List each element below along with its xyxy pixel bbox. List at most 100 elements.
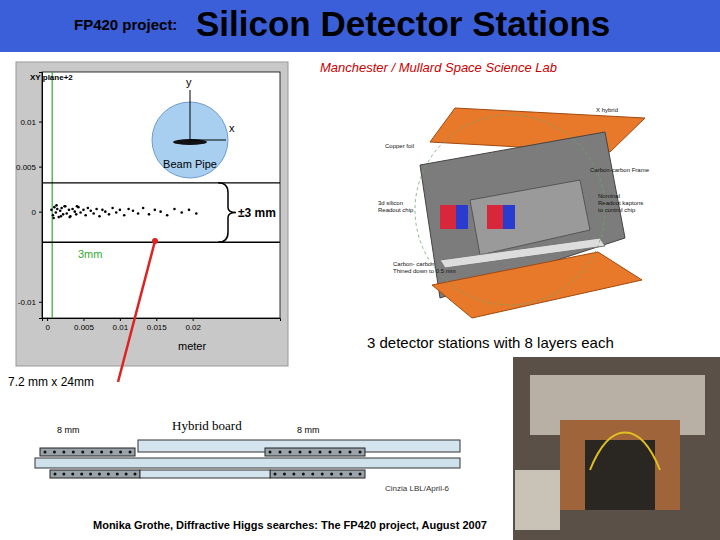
point	[132, 209, 135, 212]
point	[108, 213, 111, 216]
point	[53, 206, 56, 209]
point	[92, 212, 95, 215]
bond-dot	[71, 473, 74, 476]
point	[59, 209, 62, 212]
bond-dot	[62, 473, 65, 476]
x-tick: 0.02	[185, 318, 201, 332]
y-tick-mark	[39, 122, 42, 123]
point	[50, 209, 53, 212]
bond-dot	[289, 451, 292, 454]
point	[195, 212, 198, 215]
brace	[218, 183, 236, 242]
point	[159, 210, 162, 213]
point	[76, 205, 79, 208]
title: Silicon Detector Stations	[196, 4, 610, 43]
point	[56, 208, 59, 211]
pointer-dot	[152, 238, 158, 244]
point	[62, 213, 65, 216]
photo-bg	[513, 357, 720, 540]
photo-core	[585, 440, 655, 510]
bond-dot	[110, 451, 113, 454]
board-label: Hybrid board	[172, 418, 242, 433]
point	[55, 204, 58, 207]
detector-drawing: X hybridCopper foilCarbon-carbon FrameNo…	[378, 107, 650, 318]
beam-pipe-x-label: x	[229, 122, 235, 134]
y-axis-line	[39, 73, 43, 319]
bond-dot	[91, 451, 94, 454]
point	[64, 205, 67, 208]
base-board	[35, 458, 460, 468]
board-label: 8 mm	[57, 425, 80, 435]
point	[60, 207, 63, 210]
point	[87, 207, 90, 210]
point	[154, 209, 157, 212]
bond-dot	[359, 451, 362, 454]
bond-dot	[329, 451, 332, 454]
pointer-line	[118, 241, 155, 382]
y-tick-label: 0.005	[16, 163, 37, 172]
bond-dot	[274, 473, 277, 476]
copper-foil-bottom	[432, 252, 642, 318]
chart-title: XY plane+2	[30, 73, 73, 82]
bond-dot	[339, 451, 342, 454]
bond-dot	[116, 473, 119, 476]
photo-block	[515, 470, 560, 530]
photo-wire	[590, 433, 660, 471]
x-tick-mark	[47, 318, 48, 321]
y-tick: 0.005	[16, 163, 42, 172]
y-tick-label: 0	[32, 208, 37, 217]
bond-dot	[107, 473, 110, 476]
bond-dot	[125, 473, 128, 476]
bond-dot	[340, 473, 343, 476]
x-tick-mark	[120, 318, 121, 321]
detector-caption: 3 detector stations with 8 layers each	[367, 334, 614, 351]
point	[95, 208, 98, 211]
board-label: 8 mm	[297, 425, 320, 435]
point	[52, 214, 55, 217]
chip-blue	[456, 205, 468, 229]
horizontal-line	[42, 242, 280, 243]
horizontal-line	[42, 182, 280, 183]
plot-frame	[42, 72, 280, 318]
x-tick-label: 0.02	[185, 323, 201, 332]
beam-pipe-label: Beam Pipe	[163, 158, 217, 170]
bond-dot	[62, 451, 65, 454]
point	[79, 211, 82, 214]
point	[68, 216, 71, 219]
bond-dot	[349, 451, 352, 454]
bond-dot	[44, 451, 47, 454]
inset-panel	[16, 62, 288, 366]
y-tick-mark	[39, 212, 42, 213]
bond-dot	[54, 473, 57, 476]
bond-dot	[134, 473, 137, 476]
bond-dot	[311, 473, 314, 476]
bond-dot	[279, 451, 282, 454]
point	[63, 205, 66, 208]
photo	[513, 357, 720, 540]
x-tick-label: 0.015	[147, 323, 168, 332]
point	[71, 208, 74, 211]
detector-label: Carbon- carbon	[393, 261, 435, 267]
bond-dot	[283, 473, 286, 476]
point	[142, 207, 145, 210]
point	[89, 209, 92, 212]
x-tick: 0.015	[147, 318, 168, 332]
bond-dot	[302, 473, 305, 476]
bond-dot	[319, 451, 322, 454]
chip-red	[487, 205, 503, 229]
x-tick-mark	[193, 318, 194, 321]
chip-blue	[503, 205, 515, 229]
bond-dot	[81, 451, 84, 454]
footer: Monika Grothe, Diffractive Higgs searche…	[93, 519, 487, 531]
point	[173, 208, 176, 211]
point	[137, 212, 140, 215]
x-tick-label: 0	[45, 323, 50, 332]
bond-dot	[80, 473, 83, 476]
beam-pipe-x-axis	[190, 140, 226, 141]
point	[52, 217, 55, 220]
point	[98, 215, 101, 218]
point	[119, 209, 122, 212]
x-tick-mark	[156, 318, 157, 321]
beam-pipe-y-axis	[190, 90, 191, 140]
point	[68, 209, 71, 212]
